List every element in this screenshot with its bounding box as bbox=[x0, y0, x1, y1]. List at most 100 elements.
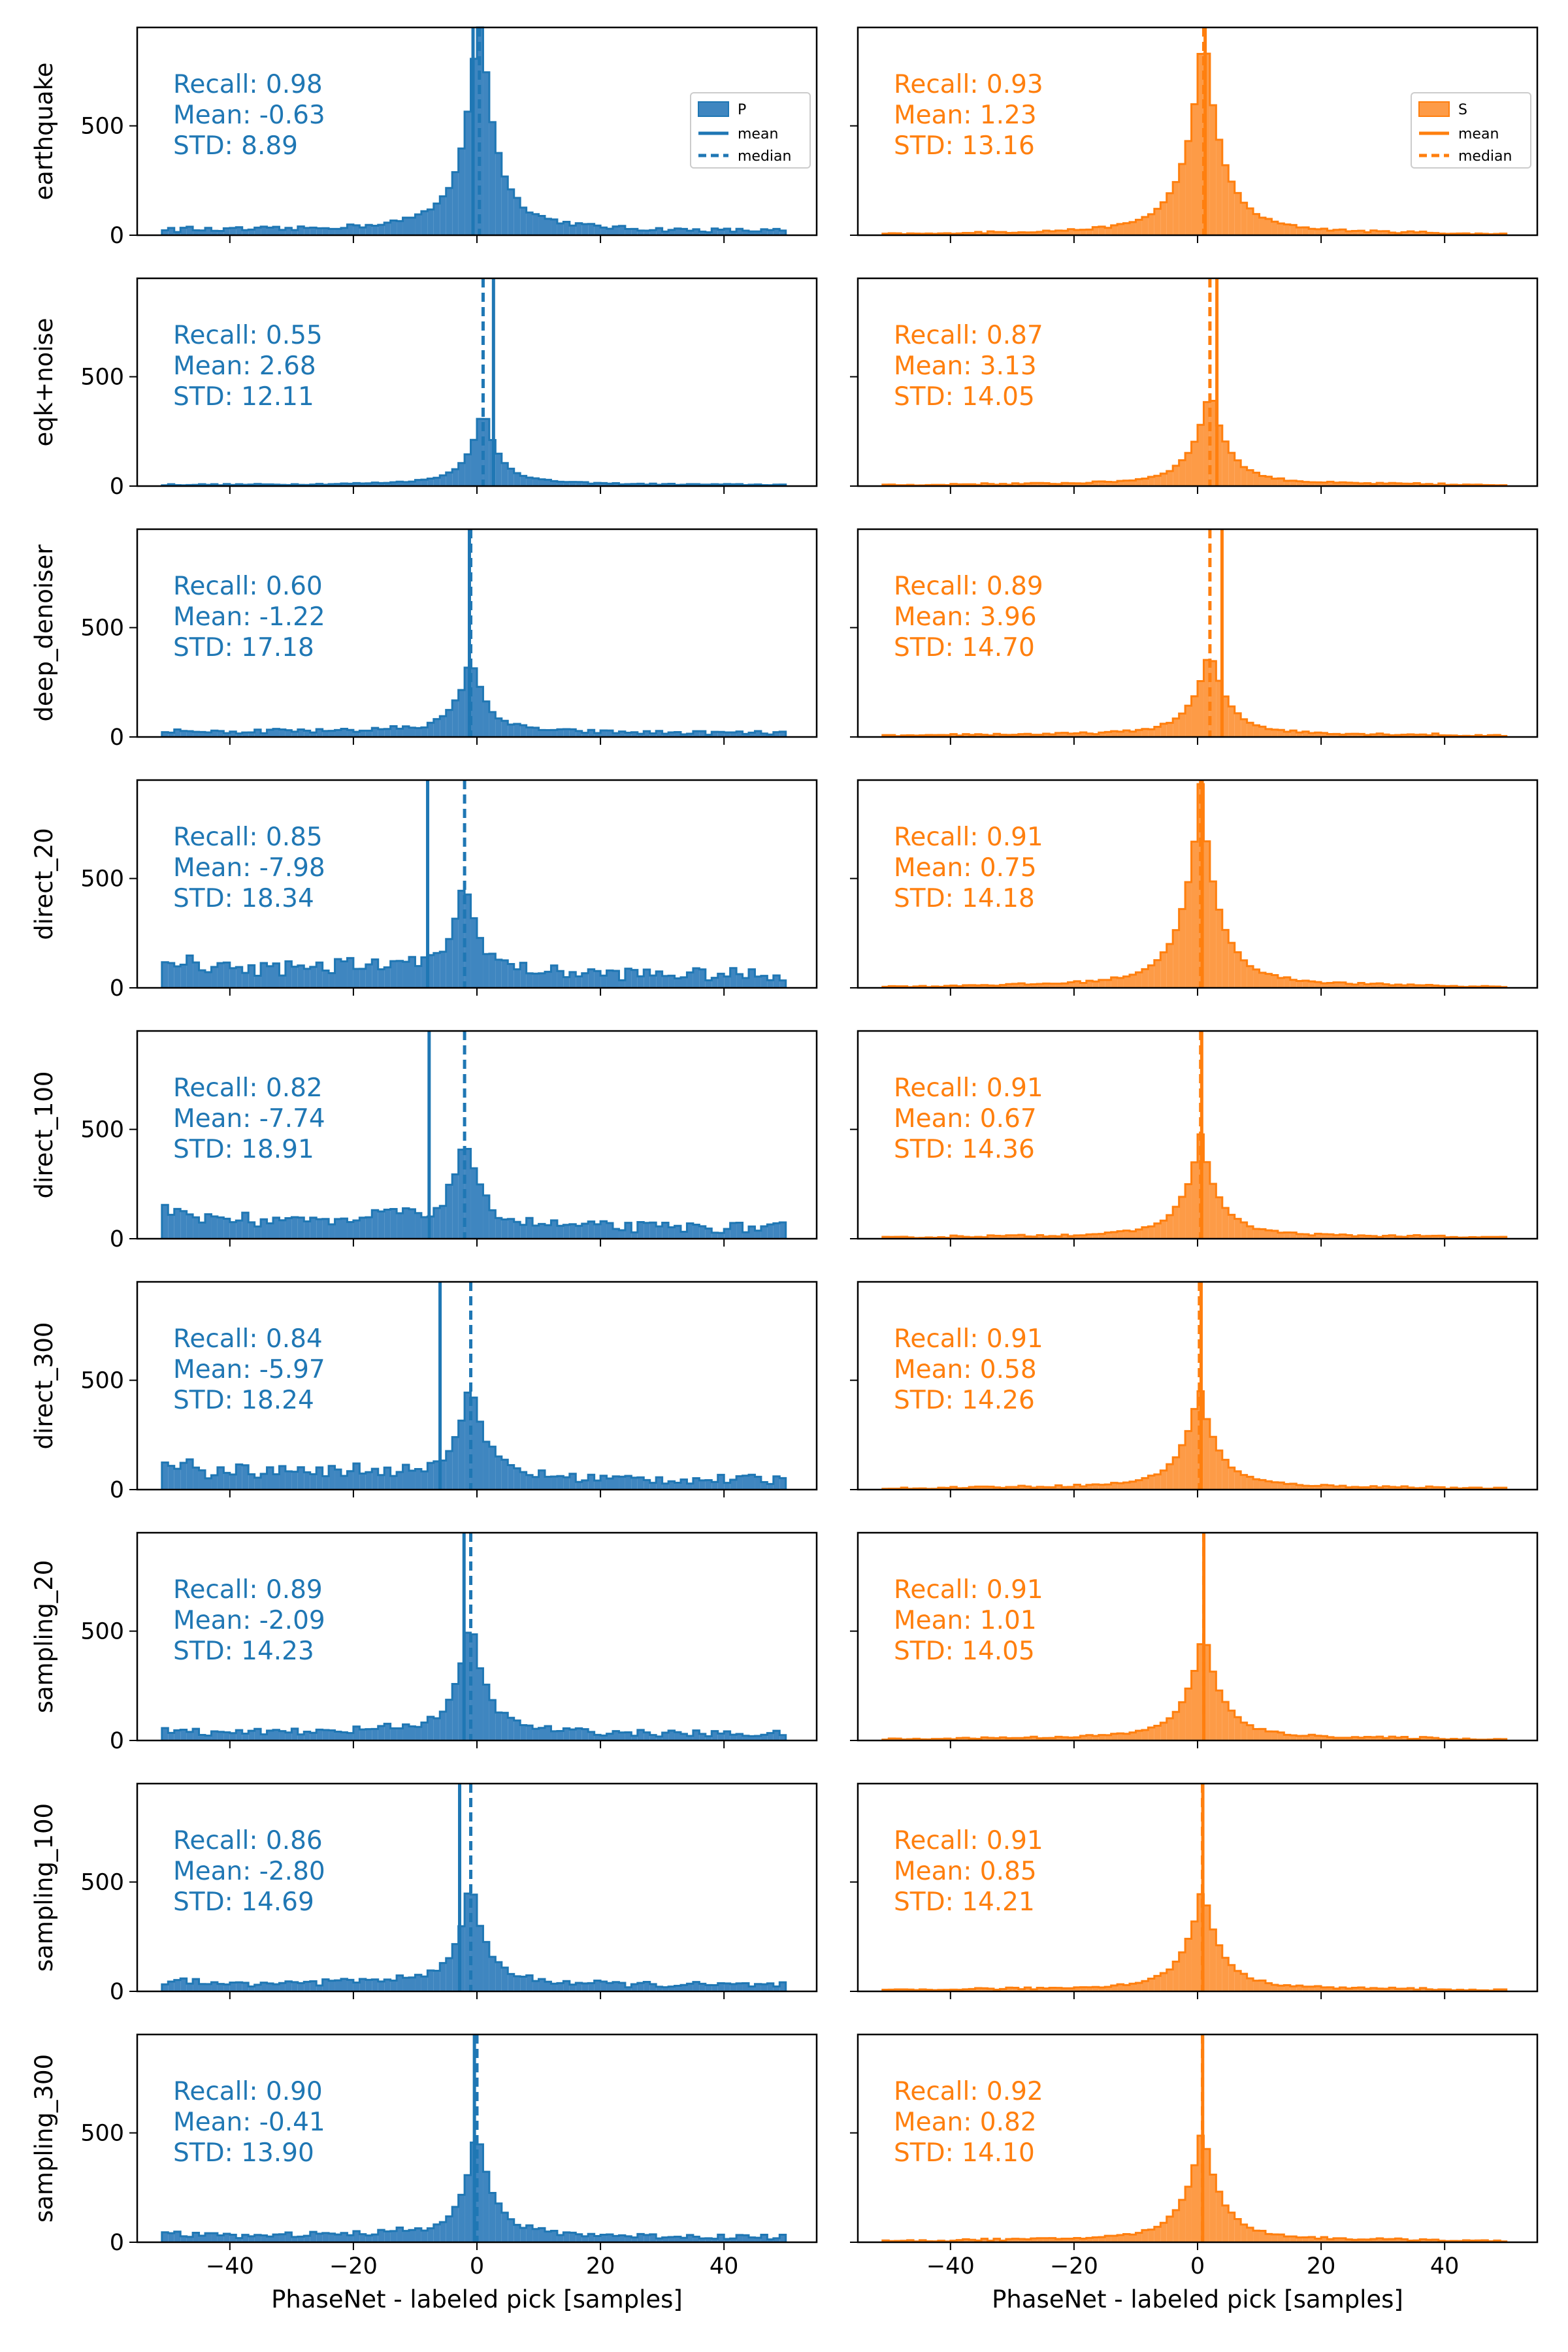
histogram-bar bbox=[254, 975, 261, 988]
histogram-bar bbox=[767, 1733, 774, 1740]
histogram-bar bbox=[1148, 1475, 1154, 1490]
histogram-bar bbox=[749, 732, 755, 737]
histogram-bar bbox=[341, 227, 348, 235]
histogram-bar bbox=[1352, 231, 1358, 235]
histogram-bar bbox=[557, 1476, 564, 1490]
histogram-bar bbox=[557, 971, 564, 988]
histogram-bar bbox=[1234, 952, 1241, 988]
histogram-bar bbox=[711, 1482, 718, 1490]
recall-annotation: Recall: 0.60 bbox=[173, 572, 323, 601]
histogram-bar bbox=[1130, 731, 1136, 737]
histogram-bar bbox=[588, 1731, 595, 1740]
histogram-bar bbox=[359, 1979, 366, 1991]
histogram-bar bbox=[1481, 2240, 1488, 2242]
histogram-bar bbox=[755, 2238, 761, 2242]
std-annotation: STD: 18.34 bbox=[173, 884, 314, 913]
histogram-bar bbox=[1209, 1437, 1217, 1490]
histogram-bar bbox=[353, 1463, 360, 1490]
histogram-bar bbox=[1277, 1732, 1284, 1740]
mean-annotation: Mean: 0.85 bbox=[894, 1857, 1037, 1886]
recall-annotation: Recall: 0.86 bbox=[173, 1826, 323, 1855]
histogram-bar bbox=[409, 1977, 416, 1991]
histogram-bar bbox=[994, 985, 1000, 988]
histogram-bar bbox=[687, 1735, 693, 1740]
histogram-bar bbox=[1401, 1988, 1408, 1991]
histogram-bar bbox=[199, 1470, 205, 1490]
histogram-bar bbox=[1345, 734, 1352, 737]
histogram-bar bbox=[1012, 1235, 1019, 1239]
histogram-bar bbox=[390, 1209, 397, 1239]
histogram-bar bbox=[1055, 732, 1062, 737]
histogram-bar bbox=[458, 148, 465, 235]
histogram-bar bbox=[637, 1983, 644, 1991]
histogram-bar bbox=[372, 959, 378, 988]
histogram-bar bbox=[1024, 1987, 1031, 1991]
histogram-bar bbox=[600, 2234, 607, 2242]
histogram-bar bbox=[1166, 1718, 1173, 1740]
histogram-bar bbox=[254, 1729, 261, 1740]
histogram-bar bbox=[1198, 54, 1204, 236]
histogram-bar bbox=[1203, 1905, 1210, 1991]
histogram-bar bbox=[329, 1465, 335, 1490]
histogram-bar bbox=[161, 1205, 169, 1239]
histogram-bar bbox=[1049, 1235, 1056, 1239]
histogram-bar bbox=[619, 1732, 625, 1740]
histogram-bar bbox=[465, 1893, 471, 1991]
histogram-bar bbox=[205, 1735, 212, 1740]
histogram-bar bbox=[1191, 104, 1198, 235]
histogram-bar bbox=[1290, 1232, 1297, 1239]
histogram-bar bbox=[1185, 1938, 1192, 1991]
histogram-bar bbox=[1012, 1987, 1019, 1991]
histogram-bar bbox=[962, 1737, 970, 1740]
histogram-bar bbox=[969, 1486, 975, 1490]
histogram-bar bbox=[1327, 1234, 1333, 1239]
histogram-bar bbox=[1191, 1921, 1198, 1991]
histogram-bar bbox=[711, 977, 718, 988]
histogram-bar bbox=[316, 483, 323, 486]
histogram-bar bbox=[687, 972, 693, 988]
histogram-bar bbox=[1073, 230, 1081, 235]
histogram-bar bbox=[606, 730, 613, 737]
histogram-bar bbox=[613, 733, 619, 737]
histogram-bar bbox=[538, 479, 545, 486]
histogram-bar bbox=[1166, 1215, 1173, 1239]
histogram-bar bbox=[1117, 481, 1124, 486]
histogram-bar bbox=[1290, 480, 1297, 486]
histogram-bar bbox=[594, 1480, 601, 1490]
histogram-bar bbox=[545, 730, 551, 737]
histogram-bar bbox=[193, 1217, 199, 1239]
histogram-bar bbox=[1296, 227, 1303, 235]
histogram-bar bbox=[662, 1483, 669, 1490]
histogram-bar bbox=[501, 1460, 508, 1490]
histogram-bar bbox=[950, 483, 957, 486]
histogram-bar bbox=[347, 2235, 353, 2242]
histogram-bar bbox=[779, 2234, 786, 2242]
histogram-bar bbox=[1216, 1197, 1222, 1239]
histogram-bar bbox=[1062, 1737, 1068, 1740]
histogram-bar bbox=[625, 1222, 632, 1239]
histogram-bar bbox=[1173, 1207, 1179, 1239]
histogram-bar bbox=[1105, 2236, 1111, 2242]
histogram-bar bbox=[161, 2232, 169, 2242]
histogram-bar bbox=[1234, 1717, 1241, 1740]
histogram-bar bbox=[773, 1986, 780, 1991]
histogram-bar bbox=[1166, 1969, 1173, 1991]
histogram-bar bbox=[1209, 105, 1217, 235]
histogram-bar bbox=[205, 732, 212, 737]
histogram-bar bbox=[1105, 1232, 1111, 1239]
histogram-bar bbox=[433, 1461, 440, 1490]
histogram-bar bbox=[168, 1733, 174, 1740]
histogram-bar bbox=[409, 218, 416, 235]
histogram-bar bbox=[477, 938, 483, 988]
histogram-bar bbox=[1037, 1486, 1043, 1490]
histogram-bar bbox=[1241, 1722, 1247, 1740]
histogram-bar bbox=[1277, 223, 1284, 235]
histogram-bar bbox=[730, 2238, 737, 2242]
histogram-bar bbox=[365, 1472, 372, 1490]
histogram-bar bbox=[950, 1486, 957, 1490]
histogram-bar bbox=[1000, 734, 1006, 737]
legend-hist-label: P bbox=[738, 102, 746, 118]
